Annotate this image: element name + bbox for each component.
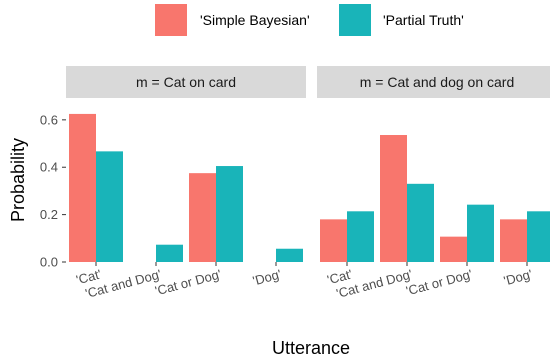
- x-tick-label: 'Cat': [326, 266, 354, 287]
- y-tick-label: 0.0: [40, 255, 58, 270]
- y-axis-title: Probability: [8, 138, 28, 222]
- legend-label: 'Simple Bayesian': [200, 12, 310, 28]
- x-axis-title: Utterance: [272, 338, 350, 358]
- x-tick-label: 'Dog': [502, 266, 534, 288]
- bar: [216, 166, 243, 262]
- facets: m = Cat on card'Cat''Cat and Dog''Cat or…: [66, 66, 550, 301]
- bar: [276, 248, 303, 262]
- bar: [347, 211, 374, 262]
- bar: [527, 211, 550, 262]
- bar: [500, 219, 527, 262]
- facet-panel: m = Cat and dog on card'Cat''Cat and Dog…: [317, 66, 550, 301]
- bar: [440, 236, 467, 262]
- bar: [380, 135, 407, 262]
- facet-panel: m = Cat on card'Cat''Cat and Dog''Cat or…: [66, 66, 306, 301]
- legend-label: 'Partial Truth': [383, 12, 464, 28]
- y-axis: 0.0 0.2 0.4 0.6: [40, 112, 66, 270]
- legend: 'Simple Bayesian' 'Partial Truth': [155, 4, 464, 36]
- x-tick-label: 'Cat or Dog': [404, 266, 473, 298]
- bar: [96, 151, 123, 262]
- bar: [320, 219, 347, 262]
- x-tick-label: 'Cat or Dog': [153, 266, 222, 298]
- facet-strip-label: m = Cat on card: [136, 74, 236, 90]
- x-tick-label: 'Dog': [251, 266, 283, 288]
- legend-swatch: [155, 4, 187, 36]
- bar: [407, 183, 434, 262]
- y-tick-label: 0.2: [40, 207, 58, 222]
- facet-strip: [317, 66, 550, 98]
- bar: [467, 204, 494, 262]
- facet-strip: [66, 66, 306, 98]
- y-tick-label: 0.4: [40, 160, 58, 175]
- bar: [189, 173, 216, 262]
- y-tick-label: 0.6: [40, 112, 58, 127]
- bar: [69, 113, 96, 262]
- legend-item: 'Partial Truth': [339, 4, 464, 36]
- x-tick-label: 'Cat': [75, 266, 103, 287]
- legend-swatch: [339, 4, 371, 36]
- facet-strip-label: m = Cat and dog on card: [360, 74, 515, 90]
- legend-item: 'Simple Bayesian': [155, 4, 310, 36]
- bar: [156, 244, 183, 262]
